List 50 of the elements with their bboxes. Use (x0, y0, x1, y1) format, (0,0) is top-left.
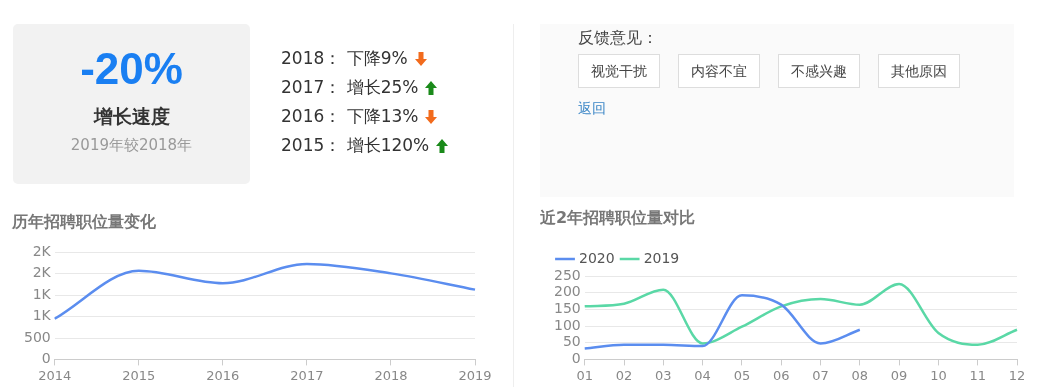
x-tick-label: 05 (733, 367, 751, 383)
text: 反馈意见： (578, 28, 658, 49)
y-tick-label: 250 (553, 266, 581, 283)
x-tick-label: 03 (655, 367, 672, 383)
legend-label: 2020 (579, 249, 615, 266)
text: 返回 (578, 100, 606, 118)
x-tick-label: 06 (772, 367, 790, 383)
text: 增长速度 (92, 104, 171, 129)
y-tick-label: 1K (32, 285, 52, 302)
y-tick-label: 100 (553, 316, 581, 333)
text: 2015： 增长120% (281, 135, 430, 155)
text: 不感兴趣 (778, 54, 860, 88)
chart-title: 近2年招聘职位量对比 (540, 208, 696, 229)
line-series (583, 294, 862, 350)
text: 2016： 下降13% (281, 106, 419, 126)
x-tick-label: 08 (851, 367, 869, 383)
y-tick-label: 2K (32, 243, 52, 260)
x-tick-label: 12 (1008, 367, 1026, 383)
x-tick-label: 2015 (122, 367, 156, 383)
x-tick-label: 2017 (290, 367, 324, 383)
text: 视觉干扰 (578, 54, 660, 88)
legend-label: 2019 (643, 249, 680, 266)
x-tick-label: 2014 (38, 367, 72, 383)
x-tick-label: 11 (969, 367, 986, 383)
text: 其他原因 (878, 54, 960, 88)
y-tick-label: 150 (553, 300, 581, 316)
x-tick-label: 2016 (206, 367, 240, 383)
text: -20% (79, 44, 184, 94)
y-tick-label: 2K (32, 264, 52, 281)
text: 内容不宜 (678, 54, 760, 88)
x-tick-label: 01 (576, 367, 593, 383)
x-tick-label: 04 (694, 367, 711, 383)
y-tick-label: 1K (32, 307, 52, 324)
text: 2017： 增长25% (281, 77, 419, 97)
y-tick-label: 50 (562, 333, 581, 350)
x-tick-label: 2018 (374, 367, 408, 383)
text: 2019年较2018年 (69, 136, 194, 155)
chart-title: 历年招聘职位量变化 (12, 212, 156, 233)
y-tick-label: 0 (571, 350, 581, 367)
x-tick-label: 07 (812, 367, 829, 383)
x-tick-label: 02 (615, 367, 633, 383)
y-tick-label: 500 (23, 328, 51, 345)
x-tick-label: 2019 (458, 367, 492, 383)
y-tick-label: 0 (41, 350, 51, 367)
line-series (53, 262, 477, 320)
line-series (583, 282, 1019, 346)
text: 2018： 下降9% (281, 48, 408, 68)
x-tick-label: 10 (930, 367, 947, 383)
y-tick-label: 200 (553, 283, 581, 300)
x-tick-label: 09 (890, 367, 908, 383)
